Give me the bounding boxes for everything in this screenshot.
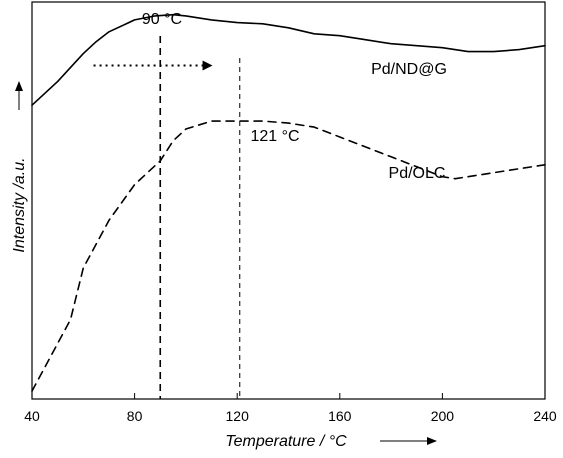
pd-olc-label: Pd/OLC xyxy=(389,165,446,182)
x-tick-label-40: 40 xyxy=(24,408,40,424)
x-tick-label-160: 160 xyxy=(328,408,352,424)
plot-area xyxy=(31,13,546,399)
plot-frame xyxy=(31,1,546,400)
pd-nd-g-label: Pd/ND@G xyxy=(371,61,447,78)
y-axis-label: Intensity /a.u. xyxy=(11,157,28,252)
series-pd-nd-g xyxy=(31,13,546,106)
series-pd-olc xyxy=(31,120,546,392)
x-axis-label: Temperature / °C xyxy=(225,433,347,450)
marker-label-121: 121 °C xyxy=(250,128,299,145)
x-tick-label-200: 200 xyxy=(431,408,455,424)
x-axis-ticks: 40 80 120 160 200 240 xyxy=(24,393,557,424)
marker-label-90: 90 °C xyxy=(142,11,182,28)
x-tick-label-80: 80 xyxy=(127,408,143,424)
x-tick-label-240: 240 xyxy=(533,408,557,424)
x-tick-label-120: 120 xyxy=(226,408,250,424)
